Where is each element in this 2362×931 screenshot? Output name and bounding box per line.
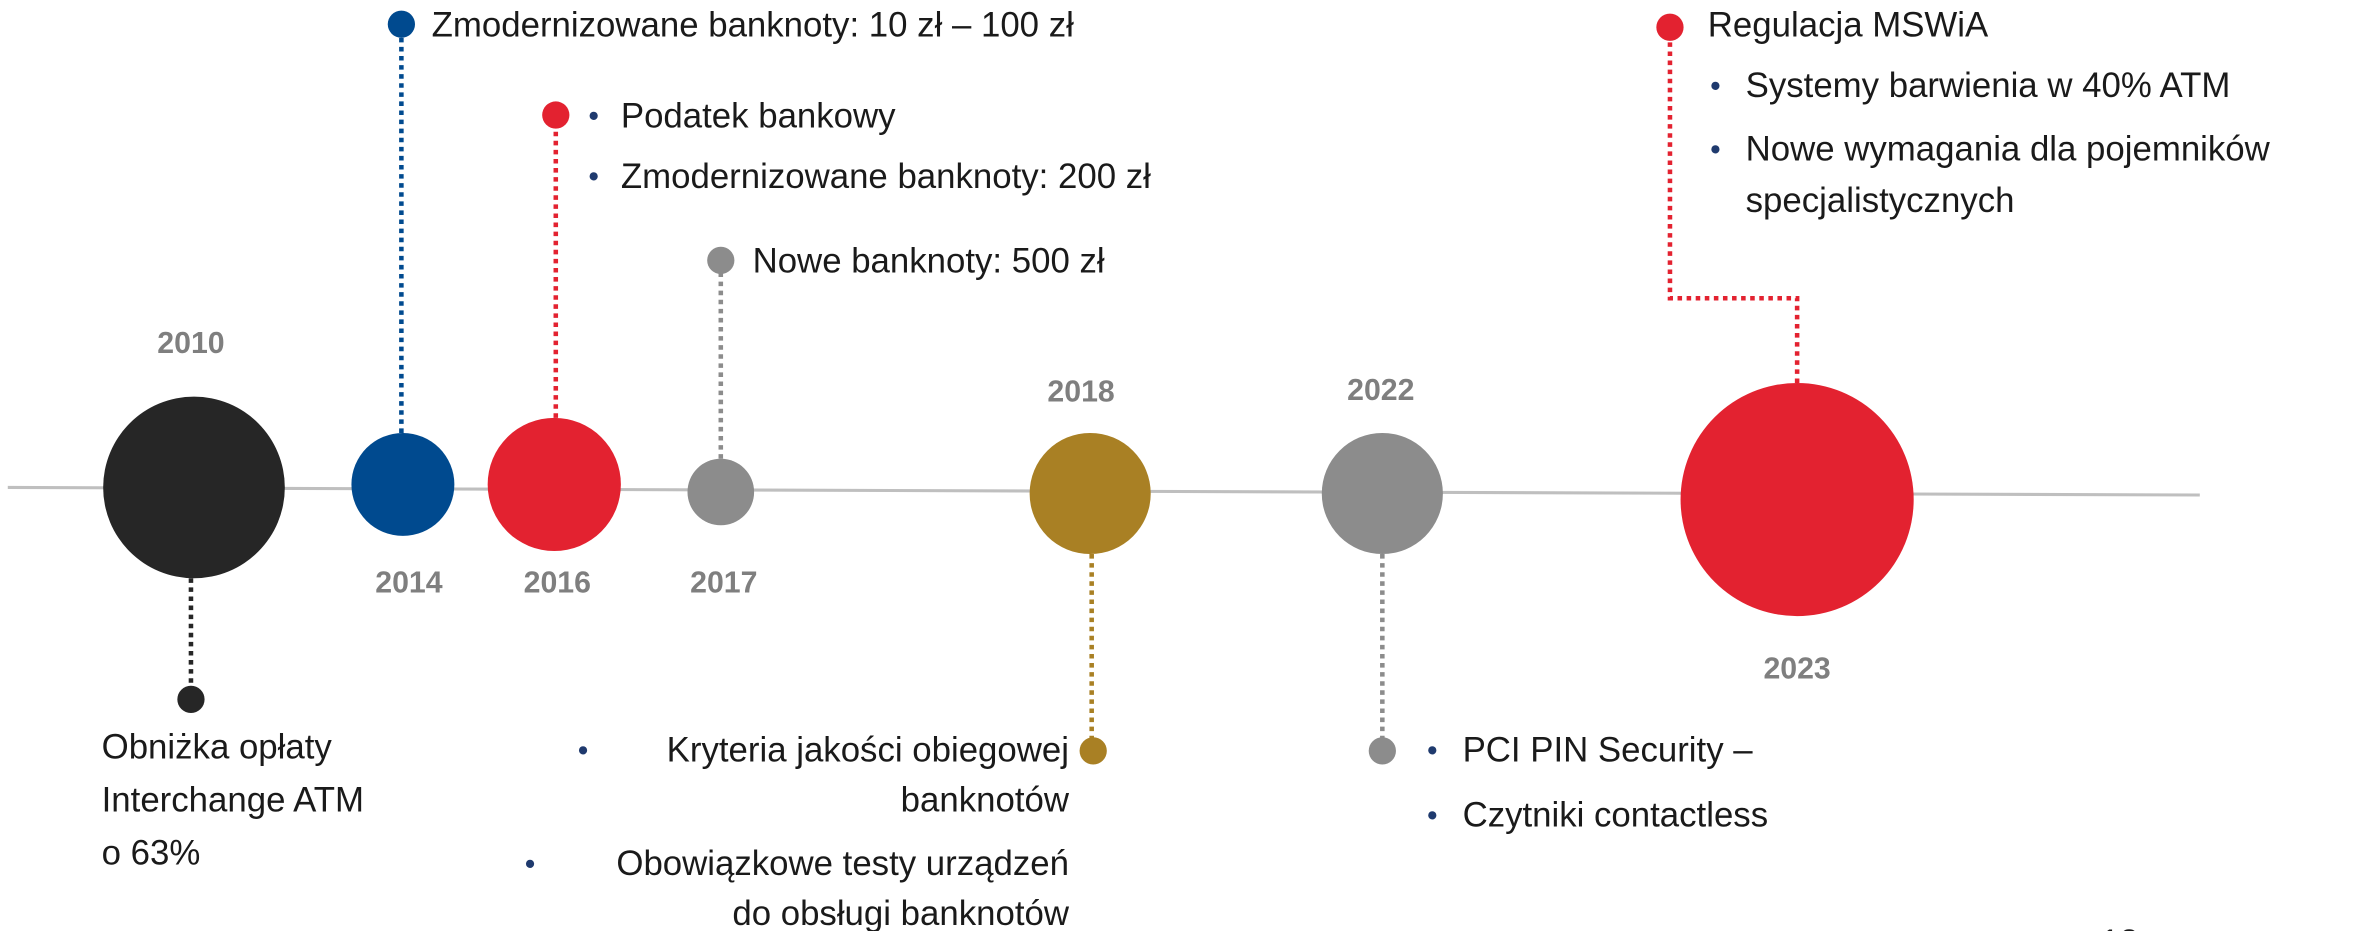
- bullet: •: [1710, 70, 1721, 103]
- bullet: •: [1427, 799, 1438, 832]
- event-heading: Regulacja MSWiA: [1708, 5, 1989, 44]
- year-label: 2018: [1047, 376, 1114, 409]
- event-heading: Interchange ATM: [102, 781, 364, 820]
- event-heading: Nowe banknoty: 500 zł: [753, 242, 1105, 281]
- event-item: Czytniki contactless: [1463, 796, 1769, 835]
- event-item: Podatek bankowy: [621, 96, 896, 135]
- event-item: PCI PIN Security –: [1463, 731, 1754, 770]
- event-item: Obowiązkowe testy urządzeń: [616, 844, 1069, 883]
- event-item: Kryteria jakości obiegowej: [667, 731, 1069, 770]
- year-label: 2023: [1763, 653, 1830, 686]
- connector-dot: [1079, 737, 1107, 765]
- event-item: Systemy barwienia w 40% ATM: [1746, 66, 2231, 105]
- milestone: [1680, 382, 1914, 617]
- milestone: [687, 458, 755, 526]
- year-label: 2016: [524, 566, 591, 599]
- connector-dot: [177, 685, 205, 714]
- connector-dot: [1656, 13, 1684, 41]
- bullet: •: [1427, 734, 1438, 767]
- year-label: 2017: [690, 566, 757, 599]
- year-label: 2014: [375, 566, 442, 599]
- year-label: 2022: [1347, 374, 1414, 407]
- event-heading: Obniżka opłaty: [102, 728, 333, 767]
- bullet: •: [578, 734, 589, 767]
- milestone: [1321, 432, 1443, 555]
- milestone: [351, 432, 455, 536]
- bullet: •: [525, 848, 536, 881]
- bullet: •: [1710, 133, 1721, 166]
- page-number: 13: [2100, 923, 2139, 931]
- connector: [1667, 27, 1800, 383]
- connector-dot: [542, 101, 570, 129]
- event-item: Zmodernizowane banknoty: 200 zł: [621, 157, 1151, 196]
- bullet: •: [588, 161, 599, 194]
- event-heading: o 63%: [102, 834, 201, 873]
- event-item: do obsługi banknotów: [732, 894, 1069, 931]
- year-label: 2010: [157, 327, 224, 360]
- connector-dot: [387, 10, 416, 38]
- milestone: [103, 396, 285, 579]
- connector-dot: [1368, 737, 1396, 765]
- connector-dot: [707, 246, 735, 275]
- milestone: [1029, 432, 1151, 555]
- event-item: specjalistycznych: [1746, 181, 2015, 220]
- event-item: banknotów: [901, 781, 1070, 820]
- milestone: [487, 417, 621, 552]
- event-heading: Zmodernizowane banknoty: 10 zł – 100 zł: [432, 5, 1074, 44]
- event-item: Nowe wymagania dla pojemników: [1746, 130, 2271, 169]
- bullet: •: [588, 100, 599, 133]
